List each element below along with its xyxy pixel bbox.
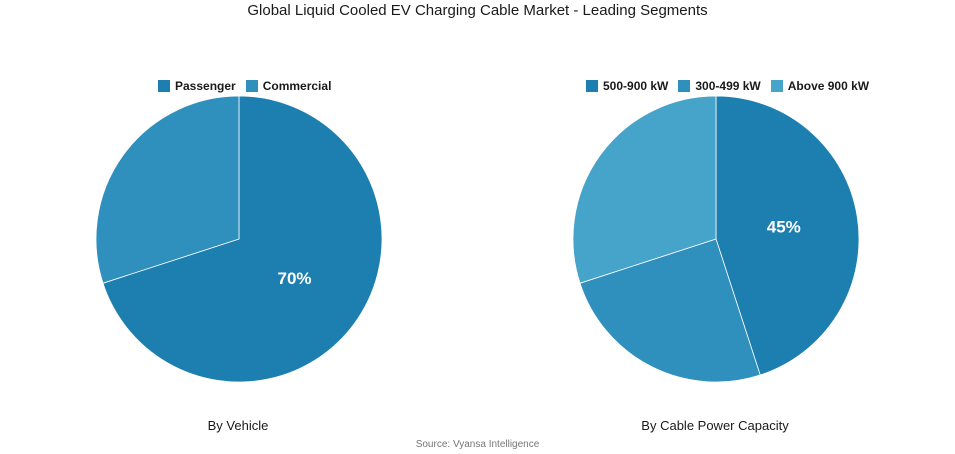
legend-label: Commercial (262, 79, 332, 93)
legend-item-300-499kw: 300-499 kW (678, 79, 761, 93)
pie-slice-passenger (102, 95, 383, 383)
caption-by-vehicle: By Vehicle (207, 418, 269, 433)
legend-by-cable-power: 500-900 kW 300-499 kW Above 900 kW (586, 79, 869, 93)
caption-by-cable-power: By Cable Power Capacity (641, 418, 789, 433)
pie-slice-300-499-kw (579, 238, 761, 383)
pie-chart-by-cable-power: 45% (572, 95, 860, 383)
legend-swatch (770, 80, 783, 92)
legend-label: Passenger (175, 79, 236, 93)
pie-data-label: 70% (278, 269, 312, 288)
legend-label: 300-499 kW (695, 79, 761, 93)
pie-slice-commercial (95, 95, 240, 284)
chart-title: Global Liquid Cooled EV Charging Cable M… (247, 2, 708, 19)
legend-label: 500-900 kW (603, 79, 669, 93)
legend-swatch (586, 80, 598, 92)
pie-slice-above-900-kw (572, 95, 717, 284)
legend-item-500-900kw: 500-900 kW (586, 79, 668, 93)
legend-swatch (158, 80, 170, 92)
pie-slice-500-900-kw (715, 95, 860, 376)
legend-label: Above 900 kW (787, 79, 870, 93)
legend-by-vehicle: Passenger Commercial (158, 79, 331, 93)
legend-swatch (678, 80, 691, 92)
legend-item-commercial: Commercial (245, 79, 332, 93)
pie-chart-by-vehicle: 70% (95, 95, 383, 383)
legend-item-above-900kw: Above 900 kW (770, 79, 870, 93)
legend-swatch (245, 80, 258, 92)
pie-data-label: 45% (767, 218, 801, 237)
legend-item-passenger: Passenger (158, 79, 236, 93)
source-note: Source: Vyansa Intelligence (415, 439, 540, 450)
